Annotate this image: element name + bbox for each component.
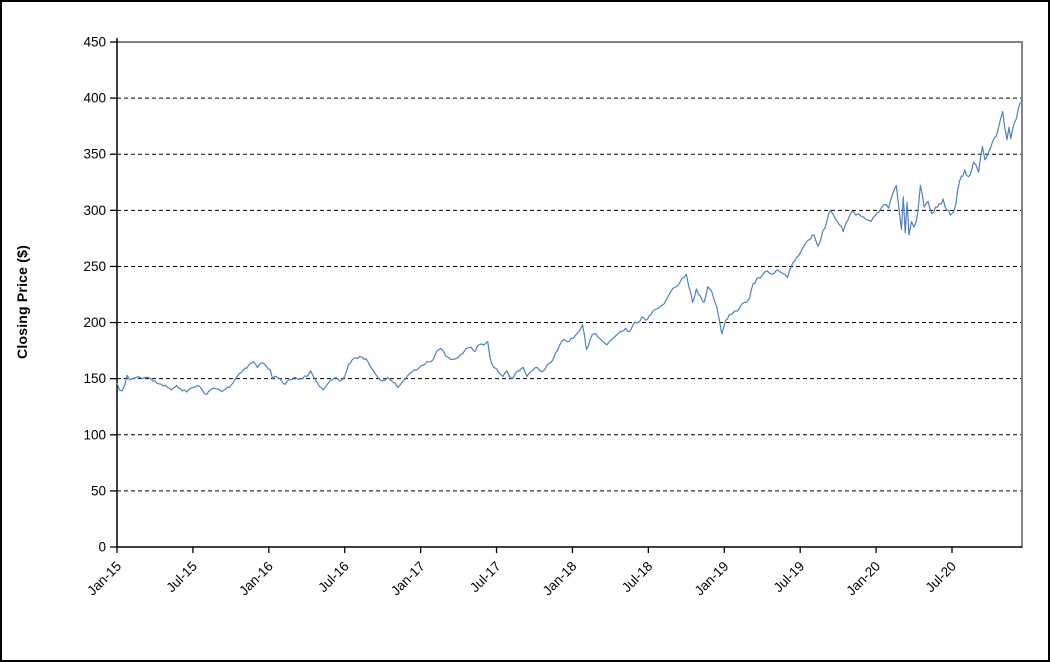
- x-axis-tick-label: Jan-20: [843, 559, 883, 599]
- y-axis-tick-label: 400: [83, 91, 106, 106]
- x-axis-tick-label: Jan-15: [84, 559, 124, 599]
- y-axis-tick-label: 200: [83, 315, 106, 330]
- x-axis-tick-label: Jul-16: [315, 559, 352, 596]
- x-axis-tick-label: Jan-18: [540, 559, 580, 599]
- y-axis-tick-label: 50: [91, 483, 106, 498]
- y-axis-title: Closing Price ($): [14, 245, 30, 359]
- x-axis-tick-label: Jul-19: [771, 559, 808, 596]
- y-axis-tick-label: 100: [83, 427, 106, 442]
- x-axis-tick-label: Jan-19: [692, 559, 732, 599]
- y-axis-tick-label: 250: [83, 259, 106, 274]
- y-axis-tick-label: 350: [83, 147, 106, 162]
- x-axis-tick-label: Jan-16: [236, 559, 276, 599]
- y-axis-tick-label: 0: [98, 540, 106, 555]
- y-axis-tick-label: 300: [83, 203, 106, 218]
- y-axis-tick-label: 450: [83, 35, 106, 50]
- y-axis-tick-label: 150: [83, 371, 106, 386]
- closing-price-series-line: [116, 102, 1021, 395]
- x-axis-tick-label: Jul-17: [467, 559, 504, 596]
- x-axis-tick-label: Jul-18: [619, 559, 656, 596]
- x-axis-tick-label: Jul-15: [163, 559, 200, 596]
- x-axis-tick-label: Jul-20: [923, 559, 960, 596]
- x-axis-tick-label: Jan-17: [388, 559, 428, 599]
